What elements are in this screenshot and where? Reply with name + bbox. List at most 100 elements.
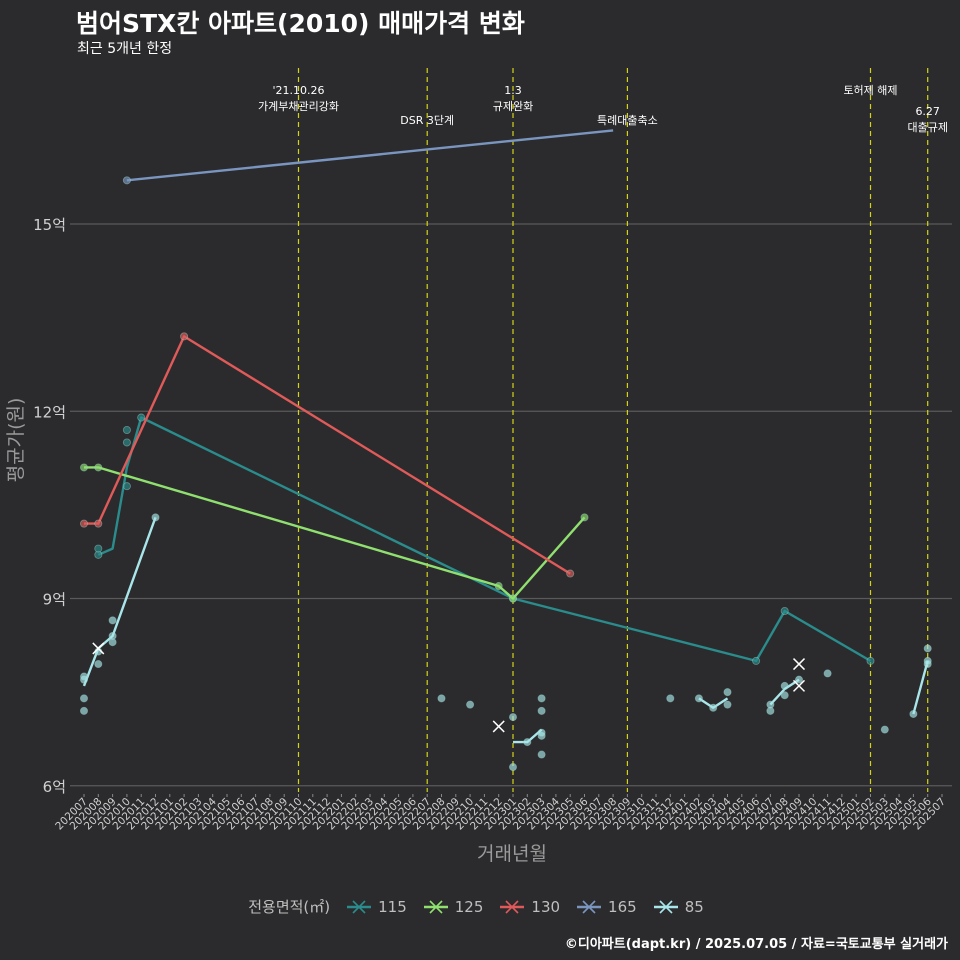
legend-label: 85 [684, 897, 704, 916]
policy-annotation: 가계부채관리강화 [258, 100, 339, 113]
series-85-point [666, 694, 675, 703]
series-125-point [94, 463, 103, 472]
series-85-point [523, 738, 532, 747]
series-85-point [723, 688, 732, 697]
series-85-point [508, 713, 517, 722]
series-85-point [923, 656, 932, 665]
series-125-line [84, 466, 586, 600]
series-130-point [80, 519, 89, 528]
series-85-cancelled-point [792, 679, 806, 692]
series-85-point [823, 669, 832, 678]
series-85-point [537, 694, 546, 703]
policy-annotation: DSR 3단계 [400, 114, 454, 127]
y-axis-label: 평균가(원) [5, 398, 27, 483]
legend-items: 115 125 130 165 85 [338, 898, 712, 916]
y-tick-label: 15억 [33, 216, 66, 234]
series-130-point [94, 519, 103, 528]
legend-key-cross [352, 899, 366, 914]
series-85-point [923, 644, 932, 653]
series-85-point [766, 700, 775, 709]
cross-stroke [792, 679, 806, 692]
cross-stroke [492, 720, 505, 733]
series-115-point [137, 413, 146, 422]
legend-key-icon [653, 899, 678, 914]
chart-subtitle: 최근 5개년 한정 [77, 41, 173, 57]
legend-item-130: 130 [499, 898, 568, 916]
legend-label: 165 [608, 897, 637, 916]
series-85-line [82, 516, 157, 687]
series-85-point [108, 616, 117, 625]
legend-key-cross [429, 899, 443, 914]
series-85-point [466, 700, 475, 709]
legend-key-cross [582, 899, 596, 914]
series-85-point [880, 725, 889, 734]
policy-annotation: 특례대출축소 [597, 114, 658, 127]
legend-key-cross [505, 899, 519, 914]
series-85-point [80, 672, 89, 681]
series-115-point [752, 656, 761, 665]
legend-label: 125 [454, 897, 484, 916]
legend-key-icon [577, 899, 602, 914]
series-115-point [780, 607, 789, 616]
y-tick-layer: 6억 9억 12억 15억 [33, 216, 66, 796]
series-85-point [723, 700, 732, 709]
policy-annotation: 1.3 [504, 84, 522, 97]
grid-layer [70, 223, 952, 787]
chart-title: 범어STX칸 아파트(2010) 매매가격 변화 [76, 9, 525, 38]
series-85-point [108, 631, 117, 640]
series-115-point [94, 544, 103, 553]
series-115-point [122, 438, 131, 447]
y-tick-label: 6억 [43, 778, 66, 796]
legend-label: 115 [378, 897, 407, 916]
series-130-line [84, 335, 571, 575]
series-125-point [508, 594, 517, 603]
series-125-point [494, 582, 503, 591]
policy-annotation: 토허제 해제 [843, 83, 897, 97]
series-85-point [94, 660, 103, 669]
series-85-cancelled-point [492, 720, 505, 733]
policy-annotation: 규제완화 [493, 100, 533, 113]
series-85-point [537, 750, 546, 759]
x-axis-label: 거래년월 [477, 843, 547, 865]
series-85-point [80, 706, 89, 715]
series-85-point [780, 691, 789, 700]
legend-item-125: 125 [423, 898, 492, 916]
series-85-line [912, 660, 929, 715]
series-115-point [866, 656, 875, 665]
series-85-point [795, 675, 804, 684]
cross-stroke [792, 658, 806, 671]
legend-title: 전용면적(㎡) [248, 898, 331, 916]
source-caption: ©디아파트(dapt.kr) / 2025.07.05 / 자료=국토교통부 실… [564, 937, 948, 952]
series-85-cancelled-point [92, 642, 105, 655]
series-115-point [122, 425, 131, 434]
series-85-point [694, 694, 703, 703]
policy-annotation: 대출규제 [907, 121, 947, 134]
legend-key-icon [347, 899, 372, 914]
series-85-point [80, 694, 89, 703]
x-tick-layer: 2020072020082020092020102020112020122021… [53, 794, 948, 832]
series-85-point [508, 763, 517, 772]
legend-key-icon [500, 899, 525, 914]
series-85-point [909, 709, 918, 718]
series-85-point [437, 694, 446, 703]
series-130-point [180, 332, 189, 341]
legend-key-cross [659, 899, 673, 914]
y-tick-label: 9억 [43, 591, 66, 609]
series-115-line [97, 416, 872, 663]
policy-annotation: '21.10.26 [272, 84, 324, 97]
series-115-point [122, 482, 131, 491]
series-125-point [80, 463, 89, 472]
policy-annotation: 6.27 [915, 105, 940, 118]
legend-key-icon [423, 899, 448, 914]
legend-item-85: 85 [653, 898, 712, 916]
legend-label: 130 [531, 897, 561, 916]
series-layer [80, 129, 932, 772]
series-125-point [580, 513, 589, 522]
y-tick-label: 12억 [33, 403, 66, 421]
series-165-line [126, 129, 614, 182]
series-85-point [709, 703, 718, 712]
legend-item-165: 165 [576, 898, 645, 916]
series-85-point [151, 513, 160, 522]
